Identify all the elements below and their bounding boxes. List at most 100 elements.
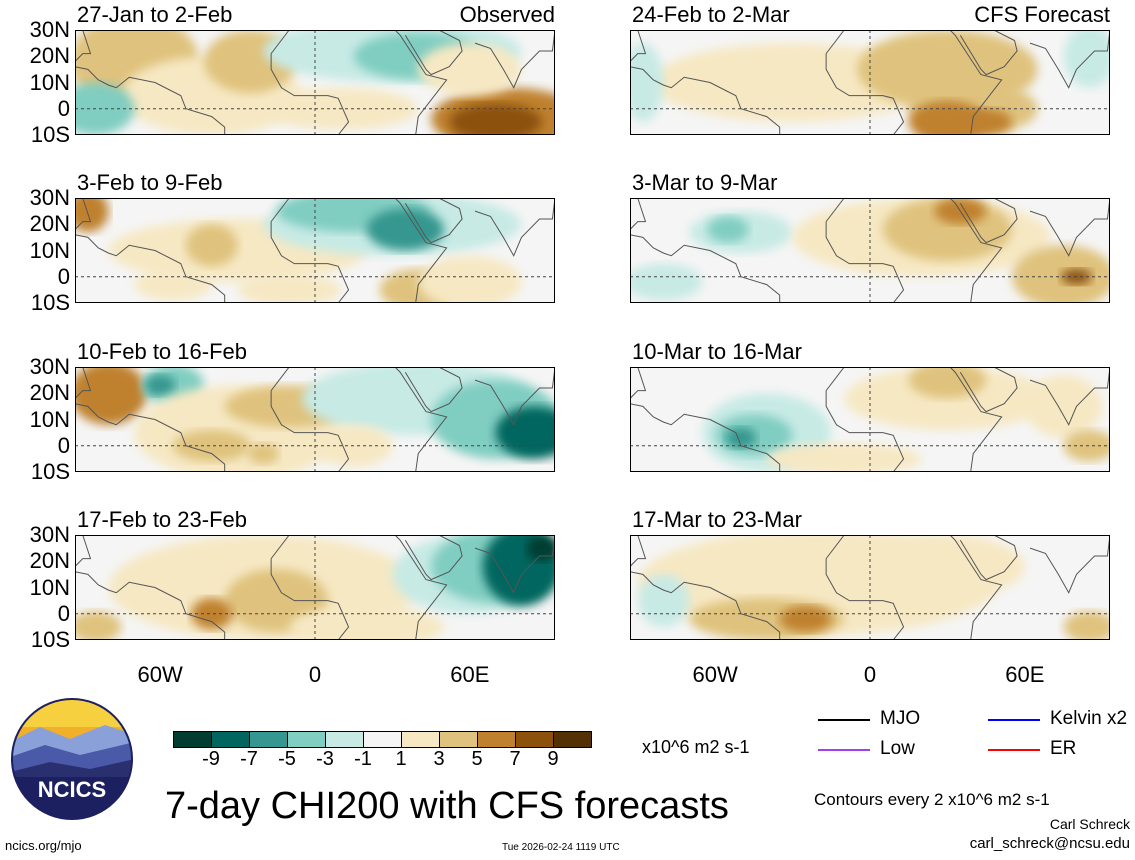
map-panel [630, 535, 1110, 640]
legend-label: ER [1050, 738, 1077, 759]
y-tick-label: 10N [29, 69, 70, 95]
map-panel [630, 367, 1110, 472]
panel-title: 27-Jan to 2-Feb [77, 2, 233, 27]
anomaly-region [707, 216, 749, 243]
anomaly-region [418, 255, 522, 303]
colorbar-swatch [326, 732, 364, 747]
coastline [75, 367, 555, 472]
anomaly-region [449, 103, 543, 135]
anomaly-region [75, 82, 135, 135]
colorbar-tick-label: -9 [202, 748, 220, 770]
anomaly-region [75, 611, 122, 640]
y-tick-label: 10N [29, 237, 70, 263]
y-tick-label: 30N [29, 17, 70, 42]
colorbar-swatch [288, 732, 326, 747]
timestamp: Tue 2026-02-24 1119 UTC [502, 842, 620, 853]
y-tick-label: 20N [29, 380, 70, 406]
coastline [630, 30, 1110, 135]
anomaly-region [1011, 245, 1110, 303]
anomaly-region [1063, 611, 1110, 640]
anomaly-region [185, 224, 238, 267]
y-tick-label: 0 [57, 95, 70, 121]
site-link[interactable]: ncics.org/mjo [5, 838, 82, 853]
y-tick-label: 0 [57, 263, 70, 289]
y-tick-label: 30N [29, 185, 70, 210]
anomaly-region [289, 605, 445, 640]
y-tick-label: 20N [29, 548, 70, 574]
anomaly-region [191, 598, 233, 630]
coastline [630, 367, 1110, 472]
legend-label: Low [880, 738, 915, 759]
anomaly-region [725, 427, 757, 449]
coastline [630, 198, 1110, 303]
colorbar-tick-label: 3 [433, 748, 445, 770]
y-tick-label: 10S [30, 459, 70, 484]
map-panel [75, 198, 555, 303]
anomaly-region [779, 605, 832, 633]
anomaly-region [766, 443, 922, 472]
map-panel [75, 535, 555, 640]
legend-line [818, 719, 870, 721]
y-tick-label: 10N [29, 406, 70, 432]
x-tick-label: 0 [308, 662, 322, 687]
colorbar-swatch [554, 732, 591, 747]
y-tick-label: 20N [29, 211, 70, 237]
x-tick-label: 0 [863, 662, 877, 687]
anomaly-region [418, 43, 522, 96]
coastline [75, 198, 555, 303]
contour-note: Contours every 2 x10^6 m2 s-1 [814, 790, 1050, 809]
colorbar [173, 731, 592, 748]
colorbar-tick-label: 7 [509, 748, 521, 770]
map-panel [630, 30, 1110, 135]
anomaly-region [173, 430, 251, 462]
anomaly-region [630, 43, 664, 122]
y-tick-label: 20N [29, 43, 70, 69]
legend-line [818, 749, 870, 751]
y-tick-label: 10N [29, 574, 70, 600]
map-panel [630, 198, 1110, 303]
y-tick-label: 10S [30, 122, 70, 147]
panel-tag: Observed [459, 2, 555, 27]
colorbar-tick-label: -3 [316, 748, 334, 770]
panel-title: 24-Feb to 2-Mar [632, 2, 790, 27]
y-tick-label: 30N [29, 522, 70, 547]
anomaly-region [526, 535, 555, 562]
anomaly-region [630, 263, 703, 301]
y-tick-label: 0 [57, 600, 70, 626]
colorbar-swatch [364, 732, 402, 747]
colorbar-swatch [212, 732, 250, 747]
colorbar-swatch [174, 732, 212, 747]
colorbar-tick-label: 1 [395, 748, 407, 770]
panel-title: 17-Feb to 23-Feb [77, 507, 247, 532]
y-tick-label: 10S [30, 627, 70, 652]
y-tick-label: 0 [57, 432, 70, 458]
panel-title: 3-Feb to 9-Feb [77, 170, 223, 195]
anomaly-region [134, 268, 212, 301]
colorbar-tick-label: -1 [354, 748, 372, 770]
map-panel [75, 367, 555, 472]
email: carl_schreck@ncsu.edu [969, 835, 1130, 852]
legend-label: Kelvin x2 [1050, 708, 1128, 729]
colorbar-tick-label: 5 [471, 748, 483, 770]
y-tick-label: 30N [29, 354, 70, 379]
anomaly-region [960, 108, 1012, 135]
panel-tag: CFS Forecast [974, 2, 1110, 27]
ncics-logo: NCICS [11, 698, 133, 820]
colorbar-tick-label: 9 [547, 748, 559, 770]
x-tick-label: 60E [450, 662, 490, 687]
panel-title: 10-Mar to 16-Mar [632, 339, 802, 364]
panel-title: 3-Mar to 9-Mar [632, 170, 778, 195]
anomaly-region [75, 367, 148, 425]
coastline [75, 535, 555, 640]
author: Carl Schreck [1049, 816, 1130, 832]
colorbar-tick-label: -7 [240, 748, 258, 770]
anomaly-region [1024, 374, 1103, 438]
colorbar-tick-label: -5 [278, 748, 296, 770]
x-tick-label: 60W [137, 662, 183, 687]
colorbar-swatch [402, 732, 440, 747]
coastline [630, 535, 1110, 640]
legend-label: MJO [880, 708, 921, 729]
panel-title: 10-Feb to 16-Feb [77, 339, 247, 364]
colorbar-swatch [478, 732, 516, 747]
